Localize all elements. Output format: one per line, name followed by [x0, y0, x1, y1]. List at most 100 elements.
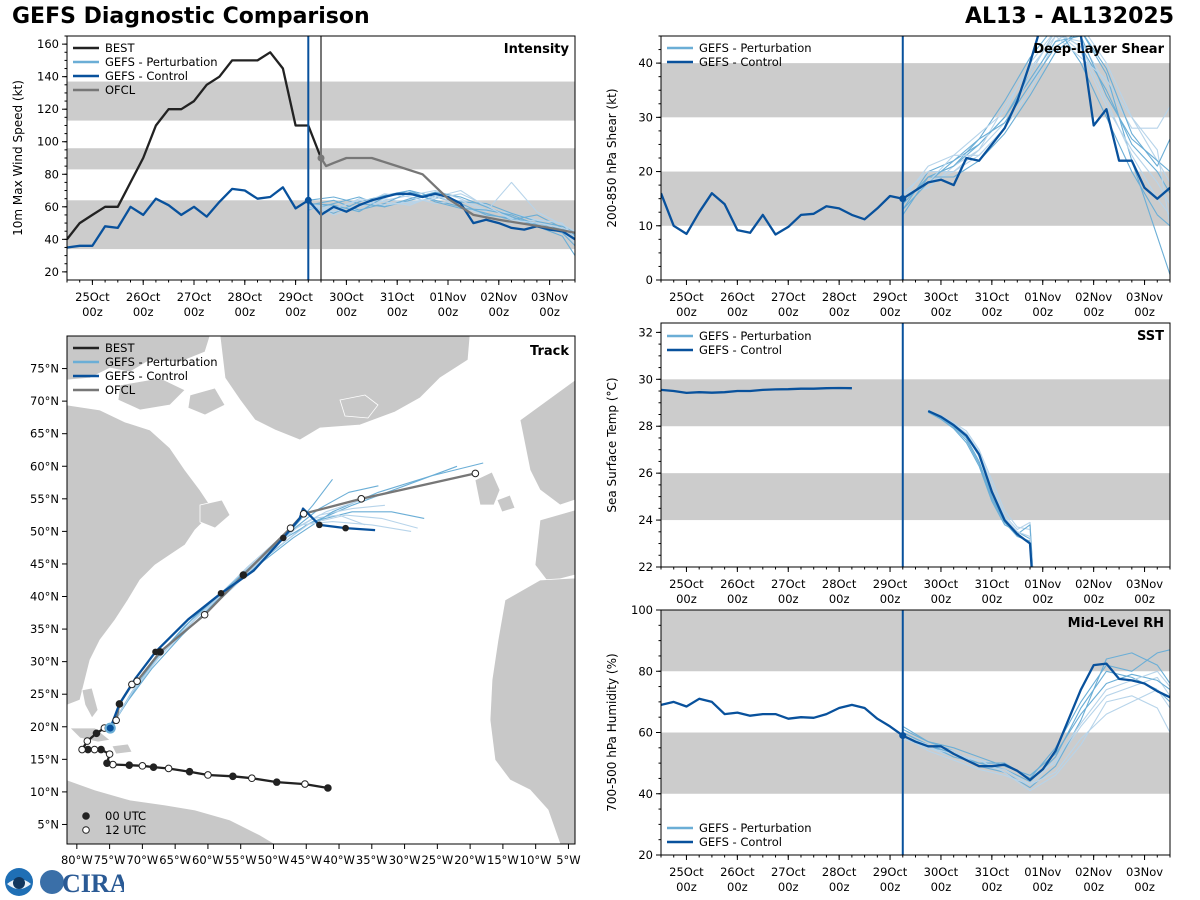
legend-label: GEFS - Perturbation [699, 41, 812, 55]
x-tick-label: 02Nov [1075, 577, 1112, 591]
storm-id: AL13 - AL132025 [965, 4, 1174, 29]
y-tick-label: 28 [638, 419, 653, 433]
perturbation-line [902, 36, 1170, 227]
y-tick-label: 10 [638, 219, 653, 233]
y-tick-label: 32 [638, 325, 653, 339]
best-line [67, 51, 323, 241]
x-tick-hour: 00z [931, 305, 952, 319]
x-tick-label: 27Oct [771, 865, 806, 879]
gefs-control-line [661, 386, 852, 395]
y-tick-label: 30 [638, 110, 653, 124]
x-tick-hour: 00z [133, 305, 154, 319]
lon-tick-label: 60°W [192, 853, 224, 867]
y-tick-label: 160 [37, 37, 59, 51]
gefs-control-line [661, 662, 1170, 782]
legend-label: BEST [105, 341, 135, 355]
lon-tick-label: 50°W [258, 853, 290, 867]
lat-tick-label: 65°N [30, 427, 59, 441]
utc-marker-label: 12 UTC [105, 823, 146, 837]
lon-tick-label: 75°W [94, 853, 126, 867]
perturbation-line [902, 689, 1170, 786]
x-tick-label: 29Oct [278, 290, 313, 304]
lat-tick-label: 35°N [30, 622, 59, 636]
y-tick-label: 20 [638, 165, 653, 179]
y-tick-label: 22 [638, 560, 653, 574]
utc-marker-swatch [82, 812, 90, 820]
x-tick-hour: 00z [676, 592, 697, 606]
x-tick-label: 02Nov [1075, 290, 1112, 304]
y-tick-label: 120 [37, 102, 59, 116]
x-tick-label: 27Oct [771, 290, 806, 304]
panel-track: 5°N 10°N 15°N 20°N 25°N 30°N 35°N 40°N 45°N 50°N 5… [30, 335, 581, 867]
x-tick-hour: 00z [727, 592, 748, 606]
x-tick-label: 28Oct [228, 290, 263, 304]
y-tick-label: 0 [646, 273, 653, 287]
x-tick-hour: 00z [676, 880, 697, 894]
lat-tick-label: 30°N [30, 655, 59, 669]
perturbation-line [902, 36, 1170, 275]
x-tick-hour: 00z [880, 305, 901, 319]
panel-title: Mid-Level RH [1068, 616, 1164, 631]
perturbation-line [902, 673, 1170, 776]
y-tick-label: 20 [638, 848, 653, 862]
legend-label: OFCL [105, 83, 136, 97]
x-tick-hour: 00z [488, 305, 509, 319]
map-frame [66, 335, 576, 845]
best-track-point [229, 772, 237, 781]
x-tick-label: 26Oct [720, 577, 755, 591]
x-tick-hour: 00z [727, 305, 748, 319]
y-tick-label: 40 [638, 56, 653, 70]
x-tick-hour: 00z [931, 880, 952, 894]
lon-tick-label: 15°W [487, 853, 519, 867]
panel-intensity: 2040608010012014016025Oct00z26Oct00z27Oc… [11, 35, 576, 319]
y-axis-label: 700-500 hPa Humidity (%) [605, 653, 619, 811]
x-tick-label: 30Oct [329, 290, 364, 304]
best-track-point [138, 762, 147, 770]
lon-tick-label: 45°W [290, 853, 322, 867]
legend-label: BEST [105, 41, 135, 55]
perturbation-line [902, 36, 1170, 216]
y-tick-label: 26 [638, 466, 653, 480]
y-axis-label: Sea Surface Temp (°C) [605, 377, 619, 512]
control-init-dot [899, 195, 907, 203]
legend-label: GEFS - Control [699, 835, 782, 849]
lat-tick-label: 10°N [30, 785, 59, 799]
best-track-point [92, 729, 101, 738]
y-tick-label: 60 [638, 726, 653, 740]
x-tick-hour: 00z [931, 592, 952, 606]
x-tick-hour: 00z [1134, 305, 1155, 319]
x-tick-hour: 00z [829, 305, 850, 319]
x-tick-label: 01Nov [1024, 577, 1061, 591]
y-tick-label: 40 [44, 232, 59, 246]
x-tick-label: 03Nov [531, 290, 568, 304]
x-tick-label: 31Oct [975, 865, 1010, 879]
perturbation-line [927, 411, 1034, 567]
lat-tick-label: 5°N [37, 817, 59, 831]
x-tick-hour: 00z [1032, 592, 1053, 606]
x-tick-hour: 00z [982, 592, 1003, 606]
x-tick-label: 01Nov [1024, 290, 1061, 304]
best-track-point [272, 778, 281, 786]
legend-label: GEFS - Perturbation [105, 55, 218, 69]
y-tick-label: 140 [37, 70, 59, 84]
x-tick-label: 26Oct [126, 290, 161, 304]
y-tick-label: 80 [44, 167, 59, 181]
y-tick-label: 24 [638, 513, 653, 527]
x-tick-label: 29Oct [873, 290, 908, 304]
threshold-band [661, 171, 1170, 226]
x-tick-hour: 00z [1134, 592, 1155, 606]
x-tick-label: 28Oct [822, 577, 857, 591]
best-track-point [78, 745, 86, 754]
legend-label: GEFS - Control [699, 343, 782, 357]
lat-tick-label: 50°N [30, 524, 59, 538]
ofcl-track-point [112, 716, 120, 725]
x-tick-label: 02Nov [480, 290, 517, 304]
lon-tick-label: 30°W [389, 853, 421, 867]
x-tick-hour: 00z [727, 880, 748, 894]
lon-tick-label: 10°W [520, 853, 552, 867]
panel-title: Deep-Layer Shear [1033, 42, 1164, 57]
x-tick-hour: 00z [778, 305, 799, 319]
lat-tick-label: 25°N [30, 687, 59, 701]
best-track-point [185, 767, 194, 776]
